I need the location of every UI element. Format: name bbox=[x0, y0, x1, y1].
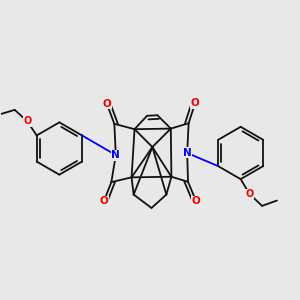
Text: N: N bbox=[183, 148, 191, 158]
Text: O: O bbox=[23, 116, 31, 126]
Text: O: O bbox=[103, 99, 111, 109]
Text: O: O bbox=[100, 196, 108, 206]
Text: O: O bbox=[191, 98, 200, 108]
Text: O: O bbox=[245, 189, 254, 199]
Text: N: N bbox=[111, 150, 120, 160]
Text: O: O bbox=[192, 196, 200, 206]
